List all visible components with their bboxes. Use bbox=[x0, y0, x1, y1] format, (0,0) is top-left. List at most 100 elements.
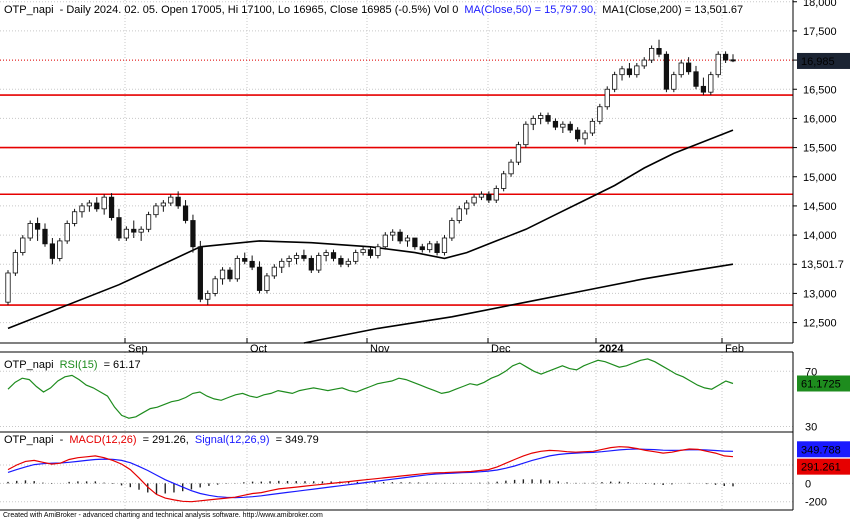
candle[interactable] bbox=[49, 243, 56, 259]
candle[interactable] bbox=[123, 228, 129, 239]
candle[interactable] bbox=[390, 231, 396, 236]
candle[interactable] bbox=[708, 74, 714, 93]
candle[interactable] bbox=[219, 269, 226, 280]
candle[interactable] bbox=[175, 196, 181, 207]
candle[interactable] bbox=[5, 272, 11, 303]
candle[interactable] bbox=[64, 223, 70, 242]
candle[interactable] bbox=[626, 68, 633, 76]
candle[interactable] bbox=[515, 144, 522, 163]
candle[interactable] bbox=[685, 62, 692, 73]
candle[interactable] bbox=[20, 237, 26, 253]
candle[interactable] bbox=[730, 59, 736, 62]
candle[interactable] bbox=[286, 258, 292, 262]
candle[interactable] bbox=[264, 275, 270, 291]
candle[interactable] bbox=[663, 53, 670, 90]
candle[interactable] bbox=[57, 240, 63, 259]
candle[interactable] bbox=[619, 68, 625, 76]
candle[interactable] bbox=[27, 223, 33, 239]
candle[interactable] bbox=[538, 115, 544, 119]
candle[interactable] bbox=[545, 115, 551, 122]
candle[interactable] bbox=[419, 246, 425, 251]
candle[interactable] bbox=[271, 266, 277, 277]
candle[interactable] bbox=[552, 120, 559, 128]
candle[interactable] bbox=[71, 211, 78, 224]
candle[interactable] bbox=[382, 234, 388, 248]
candle[interactable] bbox=[12, 252, 19, 274]
macd-line[interactable] bbox=[7, 446, 734, 503]
candle[interactable] bbox=[323, 252, 329, 256]
candle[interactable] bbox=[375, 246, 381, 256]
candle[interactable] bbox=[589, 120, 596, 134]
candle[interactable] bbox=[94, 202, 100, 210]
candle[interactable] bbox=[249, 260, 255, 268]
candle[interactable] bbox=[604, 88, 610, 108]
candle[interactable] bbox=[42, 228, 48, 245]
candle[interactable] bbox=[86, 202, 92, 207]
candle[interactable] bbox=[242, 258, 248, 262]
candle[interactable] bbox=[649, 48, 655, 61]
candle[interactable] bbox=[486, 193, 492, 201]
candle[interactable] bbox=[138, 228, 144, 233]
candle[interactable] bbox=[234, 258, 240, 280]
candle[interactable] bbox=[715, 53, 721, 76]
candle[interactable] bbox=[575, 129, 581, 140]
candle[interactable] bbox=[634, 65, 640, 76]
candle[interactable] bbox=[197, 246, 203, 300]
candle[interactable] bbox=[678, 62, 684, 76]
candle[interactable] bbox=[441, 237, 448, 253]
candle[interactable] bbox=[345, 260, 351, 265]
candle[interactable] bbox=[308, 258, 314, 271]
candle[interactable] bbox=[478, 193, 485, 198]
candle[interactable] bbox=[131, 228, 137, 233]
candle[interactable] bbox=[116, 217, 122, 239]
candle[interactable] bbox=[34, 223, 41, 230]
candle[interactable] bbox=[101, 196, 107, 210]
candle[interactable] bbox=[700, 85, 707, 93]
candle[interactable] bbox=[612, 74, 618, 90]
candle[interactable] bbox=[582, 132, 588, 140]
candle[interactable] bbox=[190, 220, 196, 248]
candle[interactable] bbox=[182, 205, 189, 221]
candle[interactable] bbox=[523, 123, 529, 146]
candle[interactable] bbox=[412, 237, 418, 248]
candle[interactable] bbox=[449, 220, 455, 239]
candle[interactable] bbox=[316, 255, 322, 271]
candle[interactable] bbox=[330, 252, 337, 259]
candle[interactable] bbox=[530, 118, 536, 125]
candle[interactable] bbox=[456, 208, 462, 221]
candle[interactable] bbox=[471, 196, 477, 204]
candle[interactable] bbox=[108, 196, 115, 218]
candle[interactable] bbox=[641, 59, 647, 67]
candle[interactable] bbox=[560, 123, 566, 128]
candle[interactable] bbox=[153, 205, 159, 216]
candle[interactable] bbox=[508, 161, 514, 175]
candle[interactable] bbox=[597, 106, 603, 122]
candle[interactable] bbox=[279, 260, 285, 268]
candle[interactable] bbox=[493, 188, 499, 201]
candle[interactable] bbox=[722, 53, 729, 61]
candle[interactable] bbox=[397, 231, 403, 242]
candle[interactable] bbox=[656, 48, 662, 55]
candle[interactable] bbox=[160, 202, 166, 207]
candle[interactable] bbox=[79, 205, 85, 213]
candle[interactable] bbox=[671, 74, 677, 90]
candle[interactable] bbox=[293, 255, 300, 259]
candle[interactable] bbox=[205, 293, 211, 300]
candle[interactable] bbox=[145, 214, 152, 230]
candle[interactable] bbox=[693, 71, 699, 87]
rsi-line[interactable] bbox=[7, 358, 734, 419]
candle[interactable] bbox=[404, 237, 411, 242]
candle[interactable] bbox=[353, 252, 359, 262]
candle[interactable] bbox=[434, 243, 440, 253]
candle[interactable] bbox=[301, 255, 307, 259]
signal-line[interactable] bbox=[7, 448, 734, 499]
candle[interactable] bbox=[367, 249, 374, 256]
candle[interactable] bbox=[227, 269, 233, 280]
candle[interactable] bbox=[360, 249, 366, 253]
candle[interactable] bbox=[212, 278, 218, 294]
candle[interactable] bbox=[567, 123, 573, 131]
